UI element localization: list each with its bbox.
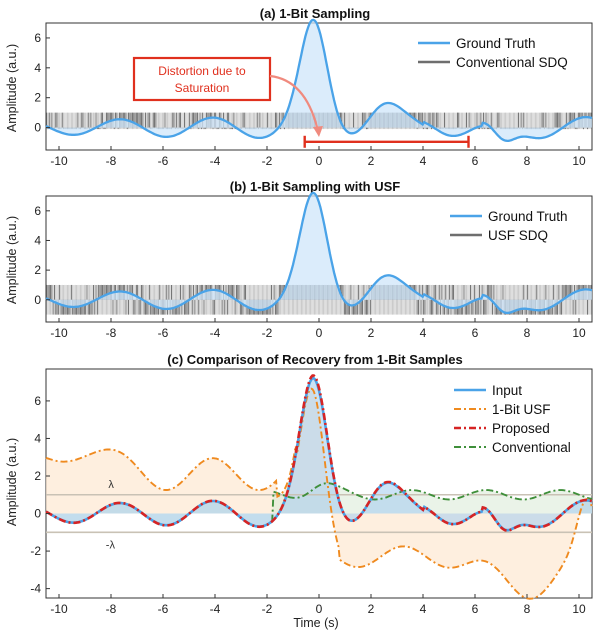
x-tick-label: -2 [262,602,273,616]
ground-truth-fill [46,192,592,313]
annotation-arrow-head [313,126,323,137]
x-tick-label: 6 [472,154,479,168]
legend-usf-sdq-label: USF SDQ [488,228,548,243]
x-tick-label: 8 [524,326,531,340]
x-tick-label: 10 [572,602,586,616]
x-tick-label: 8 [524,602,531,616]
y-tick-label: 0 [34,507,41,521]
x-tick-label: 2 [368,154,375,168]
legend-ground-truth-b-label: Ground Truth [488,209,568,224]
y-tick-label: 2 [34,263,41,277]
chart-b-title: (b) 1-Bit Sampling with USF [230,179,400,194]
chart-a-ylabel: Amplitude (a.u.) [5,44,19,132]
x-tick-label: -10 [50,326,68,340]
ground-truth-line [45,191,593,315]
y-tick-label: 4 [34,233,41,247]
legend-proposed-label: Proposed [492,421,550,436]
x-tick-label: -2 [262,154,273,168]
y-tick-label: 4 [34,431,41,445]
lambda-label: λ [108,479,114,491]
x-tick-label: -6 [158,326,169,340]
x-tick-label: 0 [316,154,323,168]
annotation-line-2: Saturation [175,81,230,95]
x-tick-label: 2 [368,326,375,340]
conventional-line [45,482,593,528]
x-tick-label: -4 [210,326,221,340]
chart-c-legend: Input 1-Bit USF Proposed Conventional [454,383,571,455]
input-fill [46,378,592,531]
neg-lambda-label: -λ [106,539,116,551]
x-tick-label: 8 [524,154,531,168]
x-tick-label: -4 [210,602,221,616]
proposed-line [45,374,593,532]
ground-truth-fill [46,19,592,141]
x-tick-label: 0 [316,602,323,616]
ground-truth-line [45,18,593,143]
x-tick-label: -8 [106,602,117,616]
y-tick-label: -2 [30,544,41,558]
x-tick-label: -6 [158,602,169,616]
y-tick-label: -4 [30,582,41,596]
x-tick-label: 2 [368,602,375,616]
chart-b-legend: Ground Truth USF SDQ [450,209,568,243]
y-tick-label: 0 [34,121,41,135]
x-tick-label: 4 [420,154,427,168]
x-tick-label: 0 [316,326,323,340]
x-tick-label: -8 [106,154,117,168]
legend-ground-truth-label: Ground Truth [456,36,536,51]
chart-c-title: (c) Comparison of Recovery from 1-Bit Sa… [167,352,462,367]
y-tick-label: 0 [34,293,41,307]
chart-b-ylabel: Amplitude (a.u.) [5,216,19,304]
annotation-line-1: Distortion due to [158,64,246,78]
annotation-box [132,56,272,102]
legend-conventional-sdq-label: Conventional SDQ [456,55,568,70]
legend-conventional-label: Conventional [492,440,571,455]
x-tick-label: -8 [106,326,117,340]
legend-input-label: Input [492,383,522,398]
x-tick-label: 10 [572,326,586,340]
x-tick-label: 4 [420,602,427,616]
x-tick-label: -10 [50,154,68,168]
y-tick-label: 6 [34,394,41,408]
chart-a-legend: Ground Truth Conventional SDQ [418,36,568,70]
x-tick-label: 10 [572,154,586,168]
legend-1bit-usf-label: 1-Bit USF [492,402,551,417]
y-tick-label: 4 [34,61,41,75]
x-tick-label: -4 [210,154,221,168]
x-tick-label: 4 [420,326,427,340]
x-tick-label: -6 [158,154,169,168]
annotation-arrow [269,74,320,132]
y-tick-label: 6 [34,31,41,45]
saturation-annotation: Distortion due to Saturation [132,56,323,137]
x-tick-label: 6 [472,602,479,616]
chart-c-xlabel: Time (s) [293,616,338,630]
chart-c-plot: λ -λ -10 -8 -6 -4 -2 0 2 4 6 8 10 -4 -2 0 2 4 6 [30,368,593,616]
chart-b-plot: -10 -8 -6 -4 -2 0 2 4 6 8 10 0 2 4 6 [34,191,593,340]
chart-c-ylabel: Amplitude (a.u.) [5,438,19,526]
x-tick-label: -10 [50,602,68,616]
chart-a-title: (a) 1-Bit Sampling [260,6,371,21]
y-tick-label: 6 [34,204,41,218]
y-tick-label: 2 [34,469,41,483]
x-tick-label: -2 [262,326,273,340]
y-tick-label: 2 [34,91,41,105]
x-tick-label: 6 [472,326,479,340]
